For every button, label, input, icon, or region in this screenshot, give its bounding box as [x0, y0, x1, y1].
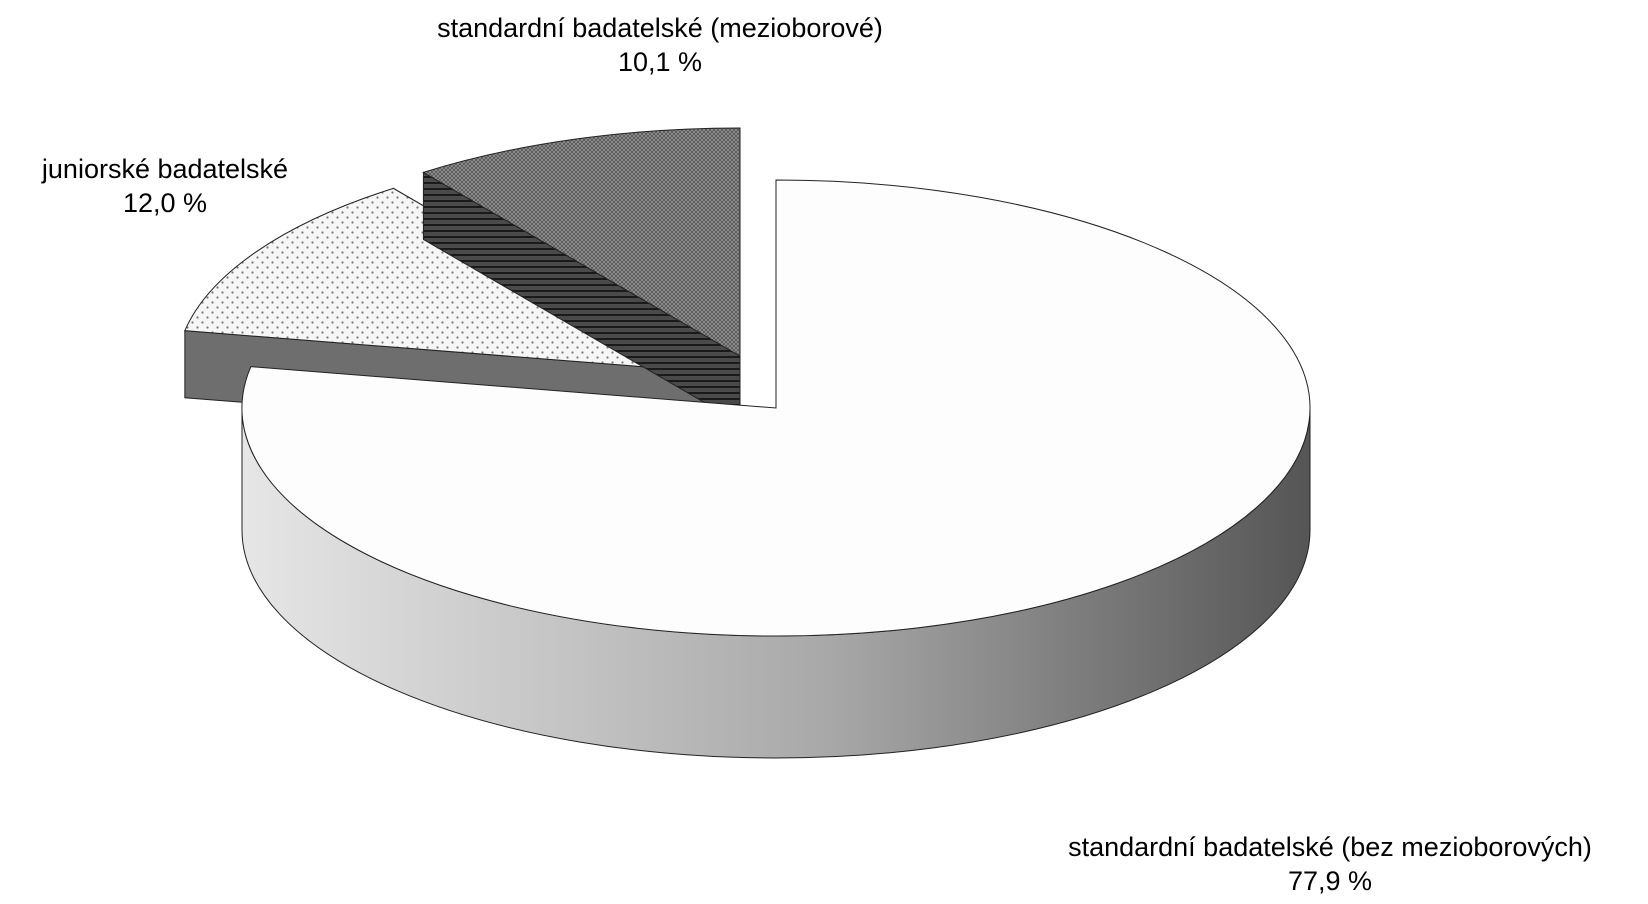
slice-label-standardni-bez-mezioborovych: standardní badatelské (bez mezioborových… — [1020, 830, 1640, 898]
pie-slice — [422, 127, 741, 424]
slice-name: standardní badatelské (bez mezioborových… — [1068, 832, 1592, 862]
pie-slice — [241, 179, 1311, 759]
slice-value: 77,9 % — [1287, 866, 1373, 896]
slice-label-juniorske: juniorské badatelské 12,0 % — [0, 152, 330, 220]
slice-value: 12,0 % — [122, 188, 208, 218]
slice-top — [241, 179, 1311, 637]
slice-value: 10,1 % — [617, 47, 703, 77]
slice-label-standardni-mezioborove: standardní badatelské (mezioborové) 10,1… — [370, 11, 950, 79]
slice-name: juniorské badatelské — [41, 154, 289, 184]
slice-top — [422, 127, 741, 357]
slice-name: standardní badatelské (mezioborové) — [437, 13, 883, 43]
